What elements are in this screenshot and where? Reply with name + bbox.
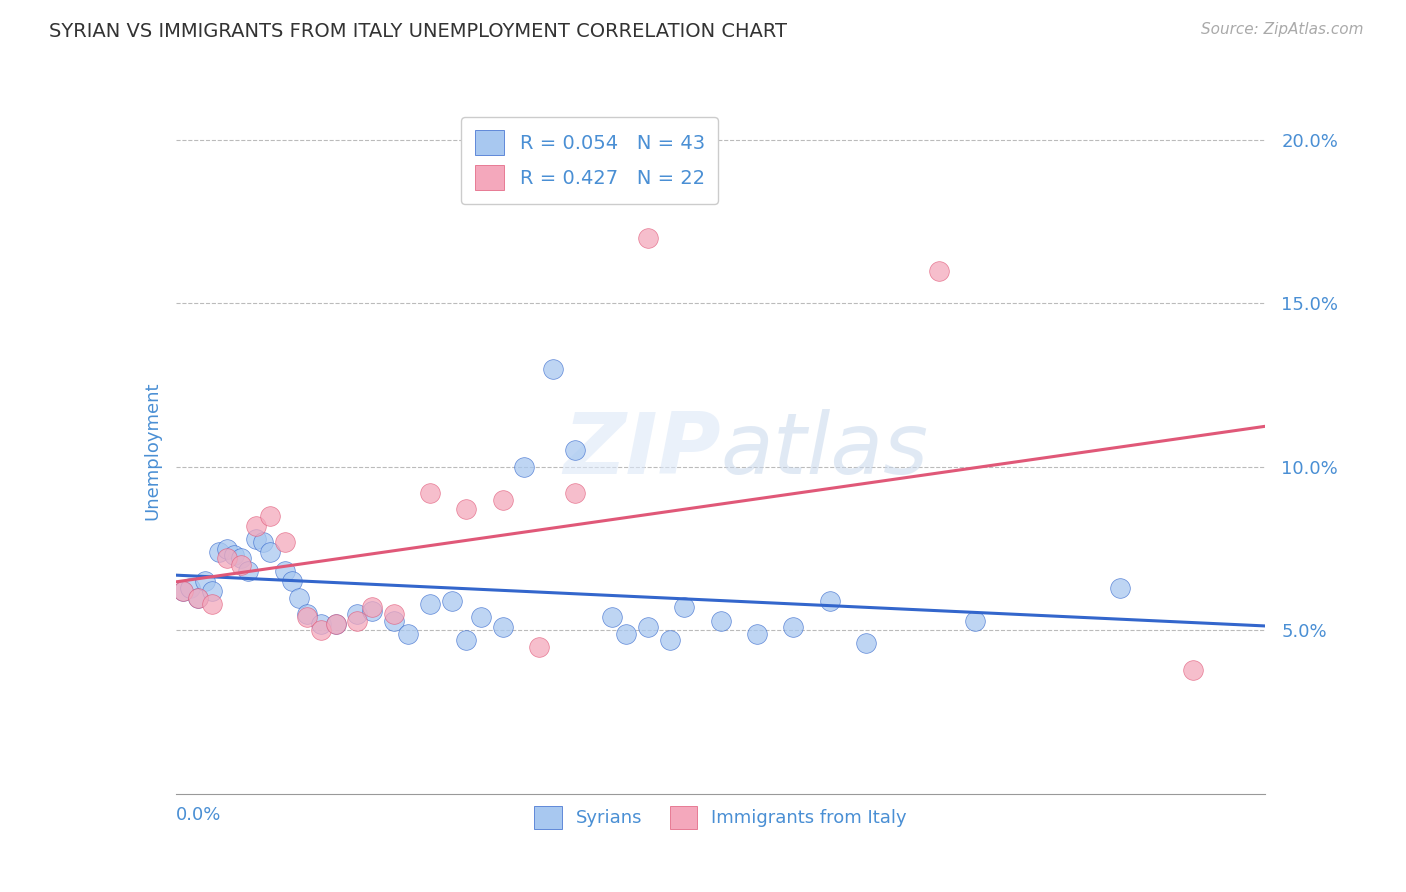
Point [382, 614, 405, 628]
Point [543, 361, 565, 376]
Point [194, 574, 217, 589]
Point [252, 535, 274, 549]
Point [288, 591, 311, 605]
Point [1109, 581, 1132, 595]
Point [346, 614, 368, 628]
Point [396, 626, 419, 640]
Point [637, 231, 659, 245]
Legend: Syrians, Immigrants from Italy: Syrians, Immigrants from Italy [527, 798, 914, 837]
Point [470, 610, 492, 624]
Point [309, 616, 332, 631]
Point [1181, 663, 1204, 677]
Point [382, 607, 405, 621]
Point [238, 565, 260, 579]
Point [172, 584, 194, 599]
Point [673, 600, 696, 615]
Point [231, 551, 253, 566]
Point [637, 620, 659, 634]
Point [492, 620, 515, 634]
Point [360, 600, 382, 615]
Point [818, 594, 841, 608]
Point [215, 551, 238, 566]
Point [186, 591, 209, 605]
Point [325, 616, 347, 631]
Point [274, 535, 297, 549]
Point [564, 486, 586, 500]
Point [231, 558, 253, 572]
Point [419, 486, 441, 500]
Point [600, 610, 623, 624]
Point [245, 532, 267, 546]
Point [513, 459, 536, 474]
Point [456, 633, 478, 648]
Point [186, 591, 209, 605]
Point [855, 636, 877, 650]
Point [309, 624, 332, 638]
Point [215, 541, 238, 556]
Point [658, 633, 681, 648]
Y-axis label: Unemployment: Unemployment [143, 381, 162, 520]
Point [963, 614, 986, 628]
Point [208, 545, 231, 559]
Point [456, 502, 478, 516]
Point [564, 443, 586, 458]
Point [527, 640, 550, 654]
Point [201, 584, 224, 599]
Point [295, 610, 318, 624]
Text: SYRIAN VS IMMIGRANTS FROM ITALY UNEMPLOYMENT CORRELATION CHART: SYRIAN VS IMMIGRANTS FROM ITALY UNEMPLOY… [49, 22, 787, 41]
Point [201, 597, 224, 611]
Point [614, 626, 637, 640]
Text: 0.0%: 0.0% [176, 806, 221, 824]
Text: Source: ZipAtlas.com: Source: ZipAtlas.com [1201, 22, 1364, 37]
Text: atlas: atlas [721, 409, 928, 492]
Point [222, 548, 245, 562]
Point [492, 492, 515, 507]
Point [281, 574, 304, 589]
Point [259, 508, 281, 523]
Point [710, 614, 733, 628]
Text: ZIP: ZIP [562, 409, 721, 492]
Point [745, 626, 768, 640]
Point [440, 594, 463, 608]
Point [928, 263, 950, 277]
Point [325, 616, 347, 631]
Point [259, 545, 281, 559]
Point [360, 604, 382, 618]
Point [245, 518, 267, 533]
Point [295, 607, 318, 621]
Point [179, 581, 201, 595]
Point [346, 607, 368, 621]
Point [172, 584, 194, 599]
Point [782, 620, 804, 634]
Point [419, 597, 441, 611]
Point [274, 565, 297, 579]
